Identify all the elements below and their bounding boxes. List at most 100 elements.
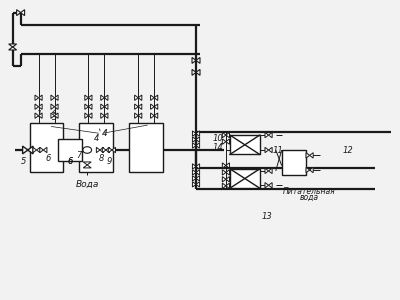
Polygon shape bbox=[226, 163, 230, 168]
Text: 7: 7 bbox=[76, 152, 82, 160]
Polygon shape bbox=[51, 104, 54, 110]
Polygon shape bbox=[226, 170, 230, 175]
Polygon shape bbox=[54, 95, 58, 100]
Polygon shape bbox=[268, 147, 272, 153]
Text: 4: 4 bbox=[102, 129, 108, 138]
Polygon shape bbox=[265, 147, 268, 153]
Polygon shape bbox=[192, 182, 196, 187]
Polygon shape bbox=[265, 132, 268, 138]
Polygon shape bbox=[222, 170, 226, 175]
Polygon shape bbox=[222, 183, 226, 188]
Polygon shape bbox=[138, 95, 142, 100]
Text: 13: 13 bbox=[262, 212, 272, 221]
Polygon shape bbox=[104, 113, 108, 118]
Polygon shape bbox=[83, 165, 91, 168]
Polygon shape bbox=[222, 163, 226, 168]
Polygon shape bbox=[196, 69, 200, 75]
Polygon shape bbox=[85, 104, 88, 110]
Polygon shape bbox=[96, 147, 100, 153]
Text: 14: 14 bbox=[212, 142, 223, 152]
Polygon shape bbox=[85, 95, 88, 100]
Polygon shape bbox=[36, 147, 40, 153]
Bar bbox=[129, 123, 163, 172]
Text: 11: 11 bbox=[272, 146, 283, 154]
Polygon shape bbox=[306, 167, 310, 173]
Polygon shape bbox=[196, 137, 200, 142]
Polygon shape bbox=[226, 177, 230, 182]
Text: 6: 6 bbox=[45, 154, 50, 163]
Polygon shape bbox=[150, 95, 154, 100]
Bar bbox=[30, 123, 64, 172]
Polygon shape bbox=[192, 170, 196, 175]
Text: 1: 1 bbox=[37, 110, 42, 119]
Text: 3: 3 bbox=[52, 113, 57, 122]
Text: 8: 8 bbox=[98, 154, 104, 163]
Polygon shape bbox=[38, 95, 42, 100]
Polygon shape bbox=[135, 113, 138, 118]
Polygon shape bbox=[154, 95, 158, 100]
Polygon shape bbox=[106, 147, 110, 153]
Polygon shape bbox=[196, 131, 200, 136]
Bar bbox=[58, 139, 82, 161]
Polygon shape bbox=[88, 95, 92, 100]
Polygon shape bbox=[196, 182, 200, 187]
Polygon shape bbox=[306, 153, 310, 158]
Polygon shape bbox=[35, 113, 38, 118]
Polygon shape bbox=[226, 132, 230, 138]
Polygon shape bbox=[222, 132, 226, 138]
Polygon shape bbox=[196, 176, 200, 181]
Text: 5: 5 bbox=[21, 157, 26, 166]
Polygon shape bbox=[9, 44, 17, 47]
Text: 2: 2 bbox=[52, 106, 57, 115]
Polygon shape bbox=[112, 147, 116, 153]
Polygon shape bbox=[192, 137, 196, 142]
Polygon shape bbox=[265, 168, 268, 174]
Polygon shape bbox=[268, 132, 272, 138]
Polygon shape bbox=[35, 95, 38, 100]
Polygon shape bbox=[85, 113, 88, 118]
Polygon shape bbox=[154, 113, 158, 118]
Polygon shape bbox=[104, 104, 108, 110]
Polygon shape bbox=[192, 164, 196, 169]
Polygon shape bbox=[196, 143, 200, 148]
Polygon shape bbox=[138, 113, 142, 118]
Polygon shape bbox=[101, 95, 104, 100]
Polygon shape bbox=[33, 147, 36, 153]
Bar bbox=[80, 123, 113, 172]
Bar bbox=[230, 169, 260, 188]
Polygon shape bbox=[9, 47, 17, 50]
Text: Вода: Вода bbox=[76, 180, 99, 189]
Polygon shape bbox=[17, 10, 21, 16]
Text: 6: 6 bbox=[68, 157, 73, 166]
Polygon shape bbox=[100, 147, 104, 153]
Polygon shape bbox=[192, 176, 196, 181]
Bar bbox=[282, 150, 306, 176]
Polygon shape bbox=[88, 104, 92, 110]
Polygon shape bbox=[54, 113, 58, 118]
Polygon shape bbox=[150, 104, 154, 110]
Text: 4: 4 bbox=[94, 134, 99, 142]
Polygon shape bbox=[222, 177, 226, 182]
Polygon shape bbox=[38, 113, 42, 118]
Polygon shape bbox=[83, 162, 91, 165]
Polygon shape bbox=[154, 104, 158, 110]
Text: Питательная: Питательная bbox=[283, 187, 336, 196]
Polygon shape bbox=[101, 113, 104, 118]
Polygon shape bbox=[226, 183, 230, 188]
Polygon shape bbox=[38, 104, 42, 110]
Polygon shape bbox=[192, 131, 196, 136]
Polygon shape bbox=[104, 95, 108, 100]
Polygon shape bbox=[192, 143, 196, 148]
Polygon shape bbox=[196, 170, 200, 175]
Polygon shape bbox=[192, 69, 196, 75]
Polygon shape bbox=[35, 104, 38, 110]
Polygon shape bbox=[268, 182, 272, 188]
Polygon shape bbox=[54, 104, 58, 110]
Polygon shape bbox=[196, 164, 200, 169]
Polygon shape bbox=[102, 147, 106, 153]
Polygon shape bbox=[135, 95, 138, 100]
Polygon shape bbox=[28, 146, 33, 154]
Polygon shape bbox=[101, 104, 104, 110]
Polygon shape bbox=[21, 10, 25, 16]
Text: 9: 9 bbox=[106, 157, 112, 166]
